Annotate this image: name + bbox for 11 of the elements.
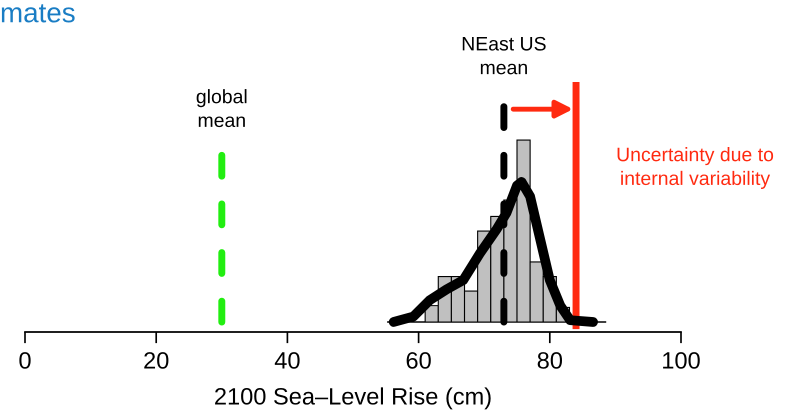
x-tick-label: 40 xyxy=(274,352,300,369)
ref-line-label: global mean xyxy=(196,89,246,128)
chart-title: mates xyxy=(2,4,75,23)
x-tick-label: 20 xyxy=(144,352,168,369)
x-tick-label: 100 xyxy=(663,352,700,369)
ref-line-label: NEast US mean xyxy=(462,36,546,74)
x-tick-label: 80 xyxy=(538,352,562,369)
x-axis-title: 2100 Sea–Level Rise (cm) xyxy=(215,387,491,410)
x-tick-label: 0 xyxy=(19,352,31,369)
x-tick-label: 60 xyxy=(406,352,431,369)
annotation: Uncertainty due to internal variability xyxy=(618,147,774,189)
